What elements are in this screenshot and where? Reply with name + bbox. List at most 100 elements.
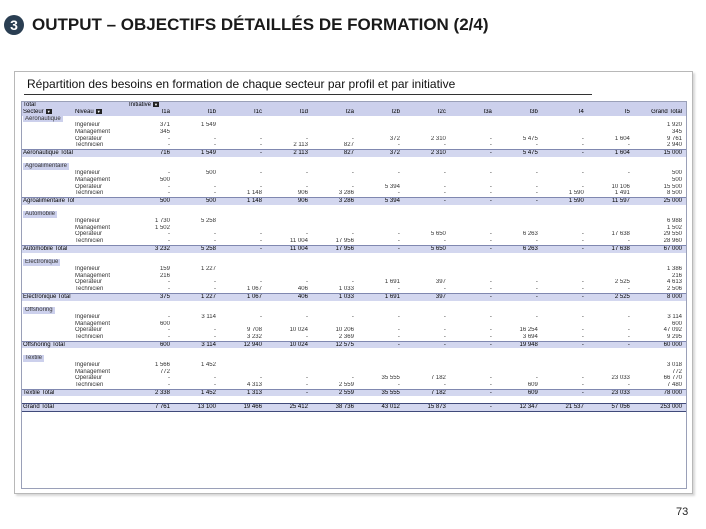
table-cell: 6 988 [666,218,682,225]
table-row: Technicien - - 1 148 906 3 286 - - - - 1 590 1 491 8… [22,190,686,197]
table-cell: - [541,340,588,349]
table-cell: 1 502 [154,224,170,231]
niveau-label: Technicien [75,381,104,388]
table-cell: - [535,279,538,286]
table-cell: - [489,170,492,177]
table-row: Ingénieur - 3 114 - - - - - - - - - 3 114 [22,314,686,321]
table-cell: - [397,190,400,197]
table-cell: - [541,149,588,157]
table-cell: - [213,238,216,245]
table-cell: 8 500 [666,190,682,197]
table-cell: 9 295 [666,334,682,340]
table-cell: 7 182 [430,375,446,382]
table-cell: - [213,190,216,197]
table-cell: 1 502 [666,224,682,231]
table-cell [450,129,496,136]
table-cell: - [213,327,216,334]
table-row: Ingénieur 1 730 5 258 6 988 [22,218,686,225]
table-cell [496,218,542,225]
sector-heading-row: Automobile [22,211,686,219]
table-cell: - [397,381,400,388]
table-cell: 15 500 [663,183,682,190]
table-cell: 16 254 [519,327,538,334]
niveau-label: Ingénieur [75,313,101,320]
table-cell [266,177,312,184]
table-cell: - [213,183,216,190]
table-cell: 3 232 [246,334,262,340]
table-row: Management 772 772 [22,369,686,376]
table-cell: - [213,334,216,340]
table-cell: - [397,142,400,149]
table-cell: - [443,142,446,149]
table-cell: - [213,286,216,293]
table-cell: - [627,313,630,320]
table-cell: - [541,244,588,253]
table-cell: - [489,183,492,190]
table-cell: - [397,334,400,340]
table-cell: 17 638 [587,244,634,253]
table-cell [312,129,358,136]
table-cell: 5 258 [173,244,220,253]
table-cell: 5 258 [200,218,216,225]
table-cell [450,273,496,280]
table-cell [404,362,450,369]
dropdown-arrow-icon[interactable]: ▼ [45,108,52,114]
table-cell: 2 525 [587,292,634,301]
table-cell: 17 638 [611,231,630,238]
table-cell [174,129,220,136]
table-cell: 2 310 [430,135,446,142]
secteur-filter[interactable]: Secteur ▼ [22,108,74,116]
table-cell: 10 106 [611,183,630,190]
table-cell [542,362,588,369]
dropdown-arrow-icon[interactable]: ▼ [95,108,102,114]
column-header: I3b [495,108,542,116]
table-cell: - [305,135,308,142]
row-label: Aéronautique Total [22,149,74,157]
table-cell: - [403,340,450,349]
table-cell [358,129,404,136]
niveau-label: Opérateur [75,183,103,190]
table-cell: - [403,196,450,205]
table-cell: - [535,183,538,190]
table-cell: 23 033 [587,388,634,397]
table-cell: - [581,313,584,320]
table-cell: 25 000 [633,196,686,205]
table-cell [220,218,266,225]
sector-name: Textile [23,355,45,362]
table-cell: 1 566 [154,361,170,368]
table-cell: 1 590 [541,196,588,205]
table-cell: - [351,183,354,190]
table-cell: - [305,279,308,286]
table-cell: - [449,196,496,205]
column-header: Grand Total [633,108,686,116]
initiative-filter[interactable]: Initiative ▼ [128,102,174,109]
table-cell: - [305,231,308,238]
table-cell [496,122,542,129]
table-cell: 4 613 [666,279,682,286]
table-cell: - [305,170,308,177]
table-cell: 500 [159,176,170,183]
table-cell: - [167,231,170,238]
table-row: Management 600 600 [22,321,686,328]
table-cell [496,225,542,232]
niveau-label: Opérateur [75,327,103,334]
table-cell [588,266,634,273]
table-cell [312,177,358,184]
table-cell [174,369,220,376]
niveau-label: Technicien [75,190,104,197]
column-header: I1d [265,108,312,116]
table-cell [358,266,404,273]
table-cell: - [443,381,446,388]
table-cell: 372 [389,135,400,142]
spacer-row [22,396,686,403]
table-row: Technicien - - 4 313 - 2 559 - - - 609 - - 7 480 [22,382,686,389]
table-cell: 28 960 [663,238,682,245]
table-cell: - [581,238,584,245]
pivot-header-row-2: Secteur ▼ Niveau ▼ I1a I1b I1c I1d I2a I2b I2c I3… [22,108,686,116]
niveau-filter[interactable]: Niveau ▼ [74,108,128,116]
table-cell: 1 386 [666,265,682,272]
dropdown-arrow-icon[interactable]: ▼ [153,102,160,107]
table-cell: - [213,142,216,149]
table-cell: 3 232 [128,244,174,253]
table-cell: 19 466 [219,403,266,412]
